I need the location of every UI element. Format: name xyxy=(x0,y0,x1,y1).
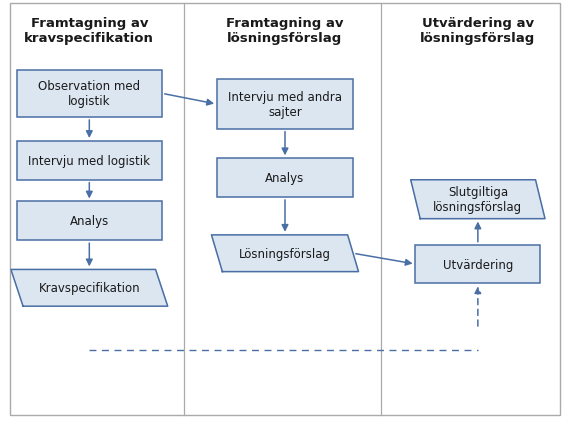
Text: Intervju med logistik: Intervju med logistik xyxy=(28,155,150,168)
Polygon shape xyxy=(11,270,168,306)
Text: Observation med
logistik: Observation med logistik xyxy=(38,80,140,108)
Text: Framtagning av
kravspecifikation: Framtagning av kravspecifikation xyxy=(25,16,154,44)
FancyBboxPatch shape xyxy=(17,202,162,241)
Text: Analys: Analys xyxy=(266,172,304,185)
Text: Slutgiltiga
lösningsförslag: Slutgiltiga lösningsförslag xyxy=(433,186,523,214)
Text: Lösningsförslag: Lösningsförslag xyxy=(239,247,331,260)
FancyBboxPatch shape xyxy=(17,70,162,118)
Polygon shape xyxy=(211,235,359,272)
FancyBboxPatch shape xyxy=(17,141,162,181)
Text: Kravspecifikation: Kravspecifikation xyxy=(39,282,140,295)
Text: Utvärdering: Utvärdering xyxy=(443,258,513,271)
Polygon shape xyxy=(411,181,545,219)
Text: Utvärdering av
lösningsförslag: Utvärdering av lösningsförslag xyxy=(420,16,535,44)
Text: Analys: Analys xyxy=(70,215,109,228)
Text: Framtagning av
lösningsförslag: Framtagning av lösningsförslag xyxy=(226,16,344,44)
FancyBboxPatch shape xyxy=(416,245,540,284)
Text: Intervju med andra
sajter: Intervju med andra sajter xyxy=(228,91,342,119)
FancyBboxPatch shape xyxy=(217,80,353,130)
FancyBboxPatch shape xyxy=(217,159,353,197)
